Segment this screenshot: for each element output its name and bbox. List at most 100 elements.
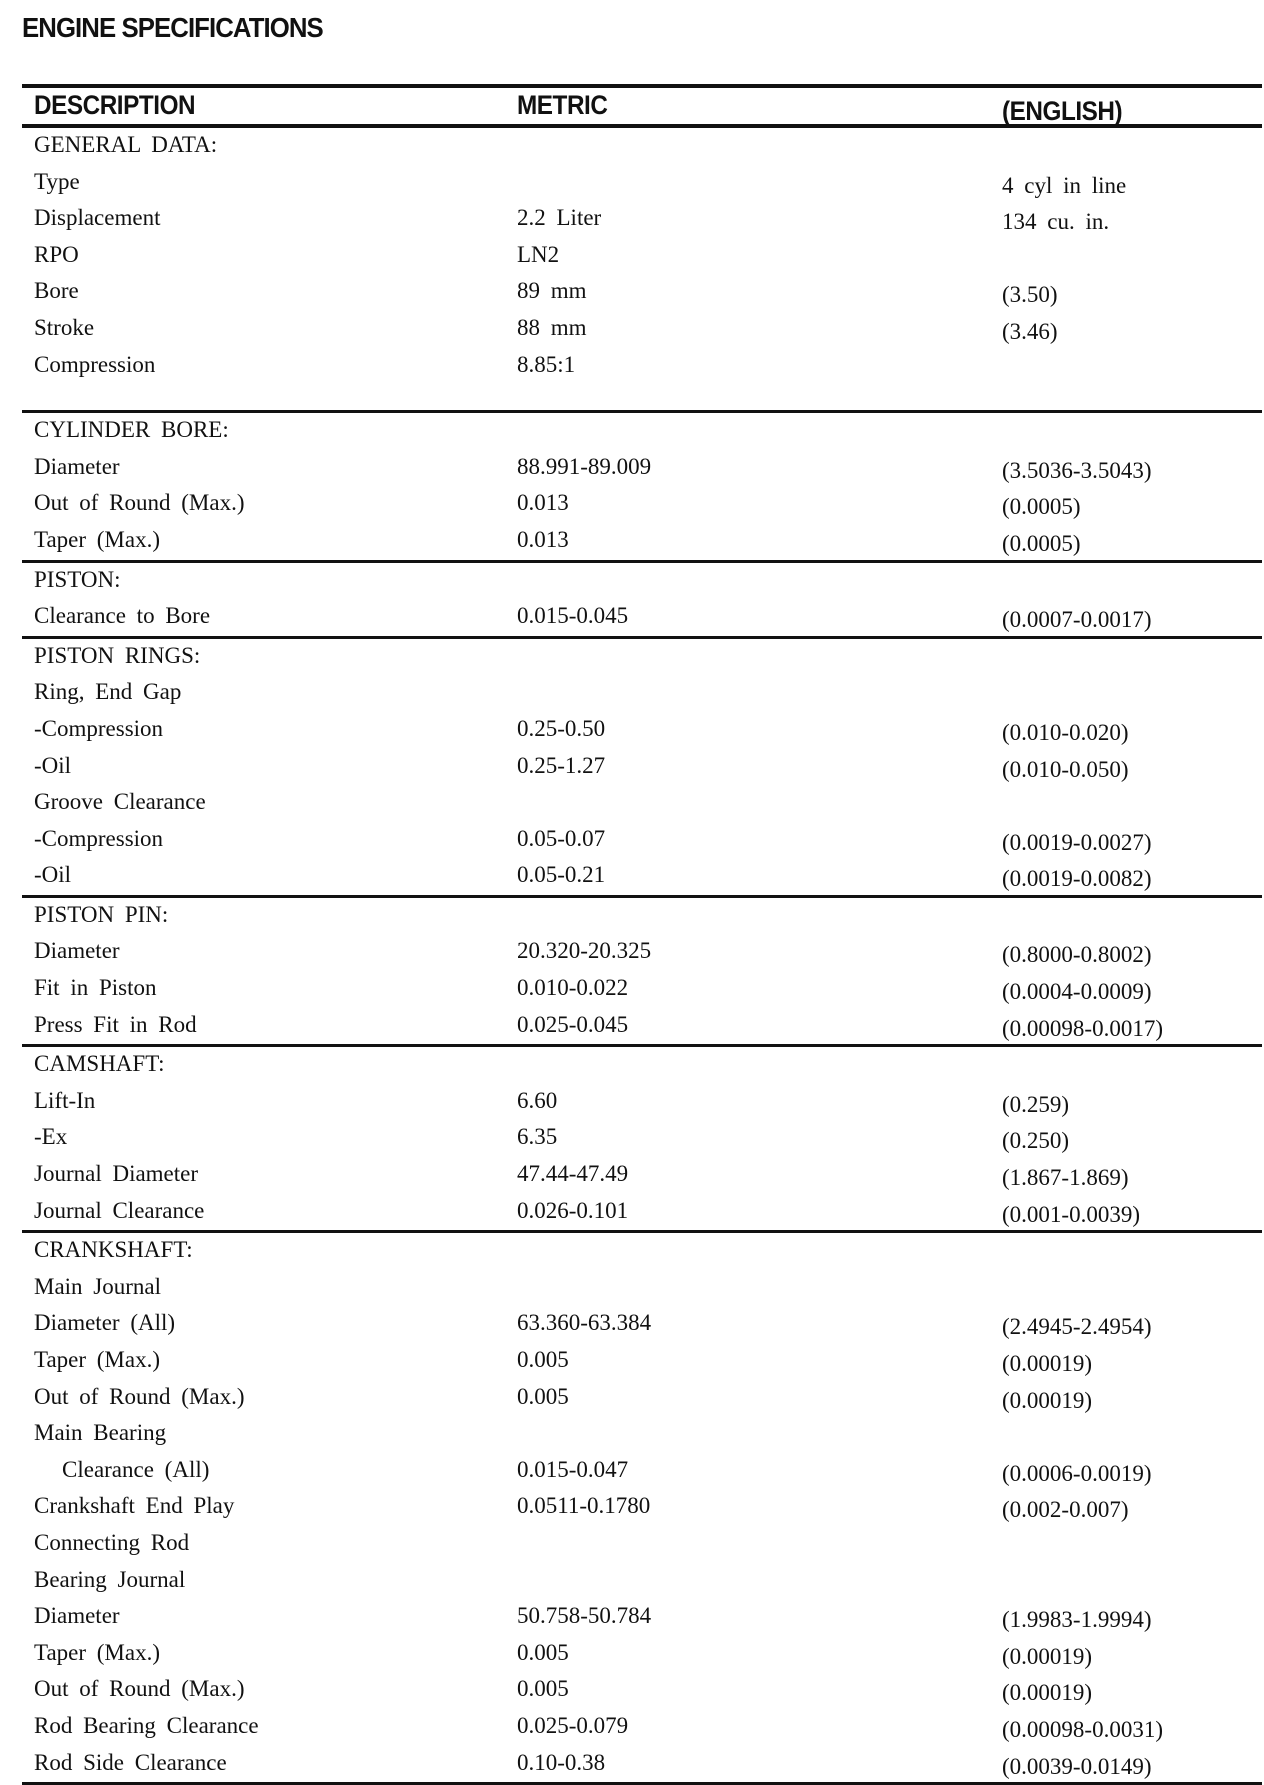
spec-table: DESCRIPTION METRIC (ENGLISH) GENERAL DAT…	[22, 84, 1262, 1785]
cell-description: Journal Clearance	[34, 1197, 205, 1223]
cell-english: (0.0005)	[1002, 530, 1081, 556]
page-title: ENGINE SPECIFICATIONS	[22, 12, 324, 43]
section-title: PISTON PIN:	[34, 901, 169, 927]
table-row: Clearance (All) 0.015-0.047 (0.0006-0.0019…	[22, 1453, 1262, 1490]
table-row: Taper (Max.) 0.005 (0.00019)	[22, 1636, 1262, 1673]
table-row: Taper (Max.) 0.005 (0.00019)	[22, 1343, 1262, 1380]
cell-english: (0.8000-0.8002)	[1002, 942, 1152, 968]
cell-english: (2.4945-2.4954)	[1002, 1314, 1152, 1340]
table-row: Out of Round (Max.) 0.005 (0.00019)	[22, 1672, 1262, 1709]
table-row: Fit in Piston 0.010-0.022 (0.0004-0.0009)	[22, 971, 1262, 1008]
cell-metric: 8.85:1	[517, 351, 576, 377]
table-row: RPO LN2	[22, 238, 1262, 275]
table-header: DESCRIPTION METRIC (ENGLISH)	[22, 84, 1262, 128]
cell-metric: LN2	[517, 241, 560, 267]
table-row: Lift-In 6.60 (0.259)	[22, 1084, 1262, 1121]
cell-english: (3.50)	[1002, 282, 1058, 308]
table-row: Stroke 88 mm (3.46)	[22, 311, 1262, 348]
cell-english: (0.0019-0.0027)	[1002, 829, 1152, 855]
cell-description: Taper (Max.)	[34, 1347, 160, 1372]
cell-metric: 0.005	[517, 1676, 569, 1702]
cell-description: Rod Side Clearance	[34, 1749, 227, 1775]
cell-english: (0.00098-0.0031)	[1002, 1716, 1163, 1742]
cell-english: (0.250)	[1002, 1128, 1070, 1154]
cell-metric: 0.013	[517, 526, 569, 552]
cell-metric: 50.758-50.784	[517, 1603, 652, 1629]
cell-description: Diameter	[34, 453, 120, 479]
cell-description: Clearance (All)	[62, 1456, 210, 1482]
table-row: Clearance to Bore 0.015-0.045 (0.0007-0.00…	[22, 599, 1262, 636]
table-row: Type 4 cyl in line	[22, 165, 1262, 202]
cell-english: (1.9983-1.9994)	[1002, 1607, 1152, 1633]
cell-description: Main Bearing	[34, 1420, 167, 1446]
cell-description: Journal Diameter	[34, 1161, 199, 1187]
cell-metric: 0.015-0.047	[517, 1456, 629, 1482]
cell-description: Diameter	[34, 1603, 120, 1629]
cell-english: (0.259)	[1002, 1091, 1070, 1117]
header-metric: METRIC	[517, 90, 608, 120]
table-row: Diameter 50.758-50.784 (1.9983-1.9994)	[22, 1599, 1262, 1636]
cell-metric: 88 mm	[517, 314, 587, 340]
cell-description: -Compression	[34, 715, 164, 741]
cell-english: (0.0004-0.0009)	[1002, 979, 1152, 1005]
section-title-row: PISTON PIN:	[22, 898, 1262, 935]
section-title: GENERAL DATA:	[34, 132, 218, 157]
table-row: Diameter 20.320-20.325 (0.8000-0.8002)	[22, 934, 1262, 971]
section-title-row: PISTON RINGS:	[22, 639, 1262, 676]
cell-english: (1.867-1.869)	[1002, 1165, 1129, 1191]
cell-description: Out of Round (Max.)	[34, 1383, 245, 1409]
cell-english: (0.00019)	[1002, 1680, 1093, 1706]
cell-metric: 88.991-89.009	[517, 453, 652, 479]
table-row: Journal Clearance 0.026-0.101 (0.001-0.003…	[22, 1194, 1262, 1231]
cell-english: (0.002-0.007)	[1002, 1497, 1129, 1523]
cell-description: Ring, End Gap	[34, 679, 182, 705]
cell-metric: 6.60	[517, 1087, 558, 1113]
cell-english: (0.010-0.020)	[1002, 719, 1129, 745]
table-row: Main Bearing	[22, 1416, 1262, 1453]
cell-description: Press Fit in Rod	[34, 1011, 197, 1037]
cell-english: (0.0007-0.0017)	[1002, 607, 1152, 633]
cell-english: (0.00019)	[1002, 1351, 1093, 1376]
cell-description: -Compression	[34, 825, 164, 851]
section-title: CRANKSHAFT:	[34, 1237, 193, 1263]
cell-description: Clearance to Bore	[34, 603, 211, 629]
table-section: PISTON RINGS: Ring, End Gap -Compression 0.…	[22, 639, 1262, 898]
table-row: Bearing Journal	[22, 1563, 1262, 1600]
table-row: Out of Round (Max.) 0.013 (0.0005)	[22, 486, 1262, 523]
cell-description: Type	[34, 168, 80, 194]
cell-description: Stroke	[34, 314, 95, 340]
cell-description: -Ex	[34, 1124, 68, 1150]
table-row: Rod Bearing Clearance 0.025-0.079 (0.00098…	[22, 1709, 1262, 1746]
cell-description: Groove Clearance	[34, 789, 206, 815]
cell-description: Compression	[34, 351, 156, 377]
cell-description: Lift-In	[34, 1087, 96, 1113]
cell-metric: 0.015-0.045	[517, 603, 629, 629]
cell-description: Taper (Max.)	[34, 526, 160, 552]
table-section: GENERAL DATA: Type 4 cyl in line Displaceme…	[22, 128, 1262, 414]
cell-description: Taper (Max.)	[34, 1639, 160, 1665]
cell-english: (0.0019-0.0082)	[1002, 866, 1152, 892]
section-title-row: GENERAL DATA:	[22, 128, 1262, 165]
cell-metric: 0.005	[517, 1383, 569, 1409]
cell-english: (0.0039-0.0149)	[1002, 1753, 1152, 1779]
cell-description: Out of Round (Max.)	[34, 1676, 245, 1702]
cell-metric: 0.10-0.38	[517, 1749, 606, 1775]
cell-metric: 63.360-63.384	[517, 1310, 652, 1336]
cell-description: Main Journal	[34, 1273, 162, 1299]
cell-metric: 0.005	[517, 1639, 569, 1665]
cell-english: (0.00019)	[1002, 1387, 1093, 1413]
cell-english: (0.0005)	[1002, 494, 1081, 520]
cell-english: (0.0006-0.0019)	[1002, 1460, 1152, 1486]
cell-description: Connecting Rod	[34, 1529, 190, 1555]
table-row: Out of Round (Max.) 0.005 (0.00019)	[22, 1380, 1262, 1417]
cell-metric: 6.35	[517, 1124, 558, 1150]
cell-metric: 89 mm	[517, 278, 587, 304]
cell-metric: 2.2 Liter	[517, 205, 602, 231]
cell-description: Displacement	[34, 205, 161, 231]
section-title: PISTON RINGS:	[34, 642, 201, 668]
cell-metric: 0.010-0.022	[517, 975, 629, 1001]
table-row: Journal Diameter 47.44-47.49 (1.867-1.869)	[22, 1157, 1262, 1194]
table-row: Taper (Max.) 0.013 (0.0005)	[22, 523, 1262, 560]
table-body: GENERAL DATA: Type 4 cyl in line Displaceme…	[22, 128, 1262, 1785]
cell-metric: 0.013	[517, 490, 569, 516]
